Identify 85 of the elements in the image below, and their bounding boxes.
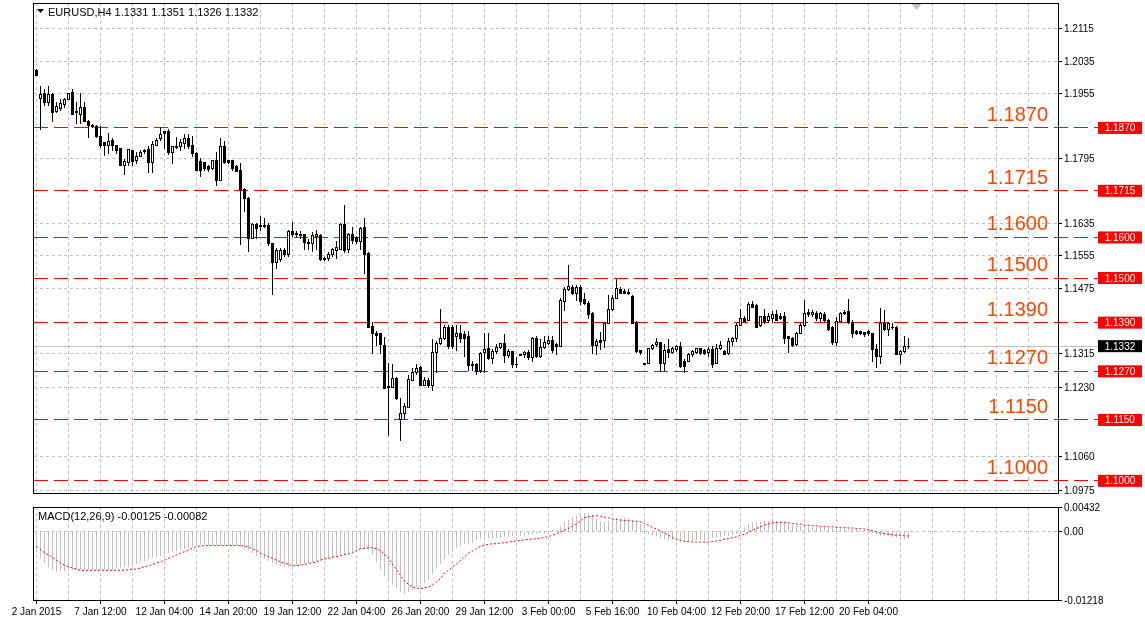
chart-title: MACD(12,26,9) -0.00125 -0.00082 (38, 510, 208, 522)
text: 1.1500 (1104, 272, 1136, 284)
ref-line-label: 1.1332 (1104, 340, 1136, 352)
ref-line-label: 1.1500 (986, 253, 1048, 276)
text: 1.1000 (1104, 475, 1136, 487)
candlestick (783, 311, 786, 345)
y-tick-label: 1.1635 (1064, 217, 1096, 229)
candlestick (871, 332, 874, 363)
ref-line-label: 1.1390 (986, 297, 1048, 320)
candlestick (39, 85, 42, 131)
candlestick (287, 229, 290, 258)
candlestick (447, 324, 450, 350)
candlestick (483, 332, 486, 374)
candlestick (487, 332, 490, 361)
candlestick (311, 231, 314, 253)
candlestick (395, 376, 398, 401)
x-tick-label: 10 Feb 04:00 (647, 606, 707, 617)
candlestick (79, 92, 82, 125)
x-tick-label: 7 Jan 12:00 (74, 606, 128, 617)
candlestick (663, 343, 666, 372)
candlestick (147, 145, 150, 174)
text: 1.1270 (1104, 365, 1136, 377)
candlestick (535, 335, 538, 359)
text: 1.1390 (1104, 317, 1136, 329)
candlestick (835, 316, 838, 347)
ref-line-label: 1.1870 (986, 102, 1048, 125)
candlestick (275, 247, 278, 270)
x-tick-label: 17 Feb 12:00 (775, 606, 835, 617)
text: 1.1150 (1105, 414, 1135, 426)
text: 1.1870 (1104, 122, 1136, 134)
candlestick (199, 157, 202, 178)
y-tick-label: 1.1475 (1064, 282, 1096, 294)
x-tick-label: 20 Feb 04:00 (839, 606, 899, 617)
y-tick-label: 1.1795 (1064, 152, 1096, 164)
x-tick-label: 29 Jan 12:00 (455, 606, 514, 617)
candlestick (659, 341, 662, 373)
ref-line-label: 1.1000 (986, 455, 1048, 478)
y-tick-label: 1.0975 (1064, 485, 1096, 497)
x-tick-label: 12 Jan 04:00 (135, 606, 194, 617)
y-tick-label: 1.2035 (1064, 55, 1096, 67)
candlestick (399, 397, 402, 442)
x-tick-label: 3 Feb 00:00 (521, 606, 576, 617)
candlestick (451, 324, 454, 350)
x-tick-label: 14 Jan 20:00 (199, 606, 258, 617)
ref-line-label: 1.1270 (986, 346, 1048, 369)
candlestick (319, 233, 322, 262)
candlestick (735, 322, 738, 343)
y-tick-label: 0.00432 (1064, 501, 1101, 513)
text: 1.1600 (1104, 231, 1136, 243)
x-tick-label: 2 Jan 2015 (11, 606, 62, 617)
ref-line-label: 1.1715 (986, 165, 1048, 188)
candlestick (455, 324, 458, 352)
ref-line-label: 1.1150 (988, 394, 1048, 417)
candlestick (479, 351, 482, 374)
y-tick-label: 1.1555 (1064, 250, 1096, 262)
candlestick (359, 226, 362, 251)
candlestick (71, 88, 74, 116)
candlestick (151, 140, 154, 174)
candlestick (539, 338, 542, 359)
y-tick-label: 1.1315 (1064, 347, 1096, 359)
y-tick-label: 1.1955 (1064, 87, 1096, 99)
candlestick (679, 341, 682, 369)
text: 1.1715 (1104, 185, 1136, 197)
candlestick (579, 284, 582, 306)
x-tick-label: 26 Jan 20:00 (391, 606, 450, 617)
ref-line-label: 1.1600 (986, 212, 1048, 235)
candlestick (711, 345, 714, 369)
x-tick-label: 22 Jan 04:00 (327, 606, 386, 617)
candlestick (107, 132, 110, 155)
y-tick-label: -0.01218 (1064, 594, 1104, 606)
candlestick (167, 128, 170, 156)
y-tick-label: 0.00 (1064, 525, 1084, 537)
x-tick-label: 19 Jan 12:00 (263, 606, 322, 617)
chart-title: EURUSD,H4 1.1331 1.1351 1.1326 1.1332 (48, 6, 259, 18)
candlestick (531, 336, 534, 363)
candlestick (755, 303, 758, 329)
candlestick (239, 162, 242, 246)
candlestick (51, 92, 54, 123)
y-tick-label: 1.1230 (1064, 382, 1096, 394)
y-tick-label: 1.1060 (1064, 450, 1096, 462)
x-tick-label: 12 Feb 20:00 (711, 606, 771, 617)
y-tick-label: 1.2115 (1064, 23, 1095, 35)
x-tick-label: 5 Feb 16:00 (585, 606, 640, 617)
candlestick (503, 333, 506, 364)
candlestick (99, 125, 102, 149)
